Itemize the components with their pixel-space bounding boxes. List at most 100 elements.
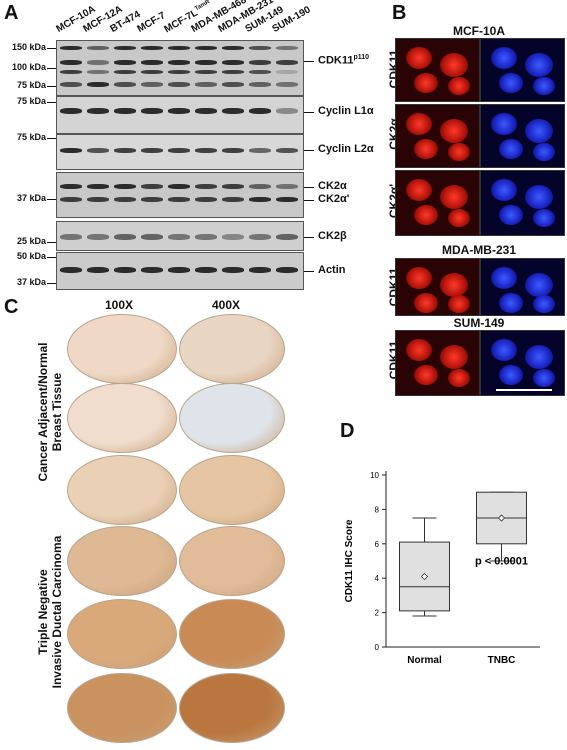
arrow bbox=[304, 237, 314, 238]
blot-band bbox=[60, 108, 82, 114]
group-label-normal: Cancer Adjacent/Normal Breast Tissue bbox=[36, 342, 64, 482]
blot-band bbox=[141, 184, 163, 189]
blot-band bbox=[87, 148, 109, 153]
y-tick-label: 2 bbox=[375, 609, 380, 618]
blot-band bbox=[222, 197, 244, 202]
nucleus bbox=[440, 185, 468, 209]
nucleus bbox=[525, 119, 553, 143]
blot-band bbox=[222, 82, 244, 87]
blot-band bbox=[276, 46, 298, 50]
nucleus bbox=[406, 47, 432, 69]
blot-band bbox=[195, 267, 217, 273]
nucleus bbox=[491, 179, 517, 201]
blot-band bbox=[60, 234, 82, 240]
x-tick-label: Normal bbox=[407, 655, 442, 666]
nucleus bbox=[525, 345, 553, 369]
blot-band bbox=[60, 267, 82, 273]
nucleus bbox=[414, 365, 438, 385]
fluor-tile-blue bbox=[480, 38, 565, 102]
nucleus bbox=[440, 119, 468, 143]
fluor-tile-blue bbox=[480, 330, 565, 396]
blot-band bbox=[114, 267, 136, 273]
blot-band bbox=[276, 60, 298, 65]
blot-band bbox=[87, 184, 109, 189]
blot-band bbox=[141, 108, 163, 114]
nucleus bbox=[414, 73, 438, 93]
marker-100: 100 kDa bbox=[11, 62, 46, 72]
nucleus bbox=[406, 113, 432, 135]
ihc-core bbox=[67, 455, 177, 525]
blot-band bbox=[60, 197, 82, 202]
arrow bbox=[304, 271, 314, 272]
nucleus bbox=[525, 53, 553, 77]
marker-37: 37 kDa bbox=[16, 193, 46, 203]
blot-band bbox=[141, 197, 163, 202]
marker-37b: 37 kDa bbox=[16, 277, 46, 287]
blot-band bbox=[249, 108, 271, 114]
blot-band bbox=[168, 60, 190, 65]
blot-band bbox=[222, 46, 244, 50]
blot-band bbox=[87, 108, 109, 114]
blot-cyclin-l1 bbox=[56, 96, 304, 134]
blot-band bbox=[114, 60, 136, 65]
fluor-tile-red bbox=[395, 104, 480, 168]
nucleus bbox=[448, 295, 470, 313]
scale-bar bbox=[496, 389, 552, 391]
ihc-core bbox=[179, 455, 285, 525]
nucleus bbox=[491, 47, 517, 69]
marker-tick bbox=[47, 68, 56, 69]
label-ck2b: CK2β bbox=[318, 230, 347, 242]
label-ck2a-prime: CK2α' bbox=[318, 193, 350, 205]
nucleus bbox=[414, 139, 438, 159]
blot-band bbox=[276, 108, 298, 114]
label-actin: Actin bbox=[318, 264, 346, 276]
nucleus bbox=[414, 205, 438, 225]
blot-band bbox=[168, 197, 190, 202]
blot-band bbox=[276, 234, 298, 240]
blot-band bbox=[87, 197, 109, 202]
nucleus bbox=[525, 273, 553, 297]
marker-25: 25 kDa bbox=[16, 236, 46, 246]
blot-band bbox=[168, 148, 190, 153]
ihc-core bbox=[179, 599, 285, 669]
fluor-tile-blue bbox=[480, 258, 565, 316]
blot-band bbox=[168, 267, 190, 273]
y-axis-label: CDK11 IHC Score bbox=[344, 519, 355, 602]
blot-band bbox=[87, 82, 109, 87]
y-tick-label: 8 bbox=[375, 505, 380, 514]
panel-b-title-mcf10a: MCF-10A bbox=[452, 24, 505, 38]
nucleus bbox=[533, 143, 555, 161]
blot-band bbox=[249, 60, 271, 65]
blot-band bbox=[141, 148, 163, 153]
ihc-core bbox=[179, 314, 285, 384]
y-tick-label: 0 bbox=[375, 643, 380, 652]
blot-band bbox=[195, 70, 217, 74]
blot-band bbox=[222, 60, 244, 65]
blot-band bbox=[222, 108, 244, 114]
blot-band bbox=[276, 70, 298, 74]
arrow bbox=[304, 200, 314, 201]
blot-band bbox=[87, 46, 109, 50]
blot-band bbox=[141, 267, 163, 273]
arrow bbox=[304, 61, 314, 62]
blot-band bbox=[87, 70, 109, 74]
label-cyclin-l2: Cyclin L2α bbox=[318, 143, 374, 155]
nucleus bbox=[440, 53, 468, 77]
blot-band bbox=[195, 148, 217, 153]
blot-band bbox=[195, 184, 217, 189]
blot-band bbox=[60, 148, 82, 153]
marker-50: 50 kDa bbox=[16, 251, 46, 261]
blot-band bbox=[249, 46, 271, 50]
nucleus bbox=[491, 339, 517, 361]
blot-band bbox=[195, 234, 217, 240]
blot-band bbox=[114, 234, 136, 240]
blot-band bbox=[114, 70, 136, 74]
ihc-core bbox=[67, 314, 177, 384]
marker-tick bbox=[47, 102, 56, 103]
nucleus bbox=[406, 179, 432, 201]
nucleus bbox=[499, 73, 523, 93]
blot-band bbox=[141, 46, 163, 50]
ihc-core bbox=[67, 673, 177, 743]
blot-band bbox=[60, 46, 82, 50]
nucleus bbox=[491, 113, 517, 135]
